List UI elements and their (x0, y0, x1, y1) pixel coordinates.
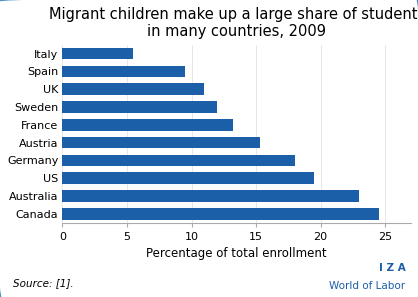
Bar (62, 48, 133, 59)
Title: Migrant children make up a large share of students
in many countries, 2009: Migrant children make up a large share o… (48, 7, 418, 39)
Text: World of Labor: World of Labor (329, 281, 405, 291)
Text: Source: [1].: Source: [1]. (13, 278, 73, 288)
Text: I Z A: I Z A (379, 263, 405, 273)
Bar (62, 208, 379, 220)
X-axis label: Percentage of total enrollment: Percentage of total enrollment (146, 247, 327, 260)
Bar (62, 66, 185, 77)
Bar (62, 119, 233, 131)
Bar (62, 101, 217, 113)
Bar (62, 190, 359, 202)
Bar (62, 155, 295, 166)
Bar (62, 83, 204, 95)
Bar (62, 173, 314, 184)
Bar (62, 137, 260, 148)
